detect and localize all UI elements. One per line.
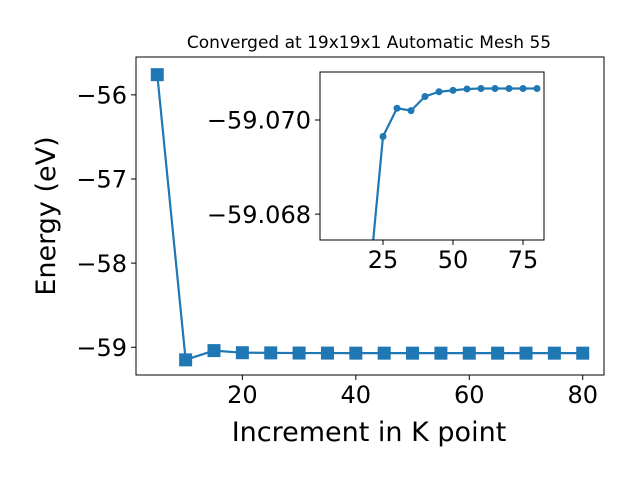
x-tick-label: 60: [454, 381, 485, 409]
data-point: [179, 353, 193, 367]
data-point: [407, 107, 415, 115]
data-point: [435, 88, 443, 96]
data-point: [406, 346, 420, 360]
data-point: [379, 132, 387, 140]
data-point: [393, 104, 401, 112]
main-plot: 20 40 60 80 −56 −57 −58 −59: [76, 68, 598, 409]
x-tick-label: 75: [508, 246, 539, 274]
data-point: [491, 84, 499, 92]
x-axis-label: Increment in K point: [232, 417, 507, 448]
inset-background: [320, 72, 544, 240]
series-line: [156, 74, 583, 361]
data-point: [150, 68, 164, 82]
inset-plot: 25 50 75 −59.070 −59.068: [207, 84, 541, 274]
x-tick-label: 20: [227, 381, 258, 409]
data-point: [547, 346, 561, 360]
data-point: [519, 84, 527, 92]
data-point: [505, 84, 513, 92]
data-point: [449, 86, 457, 94]
y-tick-label: −59.070: [207, 107, 311, 135]
data-point: [491, 346, 505, 360]
chart-title: Converged at 19x19x1 Automatic Mesh 55: [187, 33, 551, 53]
inset-plot-frame: [319, 71, 545, 241]
data-point: [264, 346, 278, 360]
y-axis-label: Energy (eV): [31, 136, 62, 295]
x-tick-label: 80: [567, 381, 598, 409]
y-tick-label: −59.068: [207, 201, 311, 229]
x-tick-label: 25: [368, 246, 399, 274]
x-tick-label: 50: [438, 246, 469, 274]
data-point: [463, 85, 471, 93]
x-tick-label: 40: [341, 381, 372, 409]
data-point: [349, 346, 363, 360]
data-point: [377, 346, 391, 360]
data-point: [292, 346, 306, 360]
y-tick-label: −57: [76, 166, 127, 194]
data-point: [434, 346, 448, 360]
data-point: [519, 346, 533, 360]
data-point: [421, 92, 429, 100]
data-point: [462, 346, 476, 360]
data-point: [533, 84, 541, 92]
data-point: [207, 344, 221, 358]
data-point: [576, 346, 590, 360]
data-point: [320, 346, 334, 360]
y-tick-label: −58: [76, 250, 127, 278]
data-point: [477, 84, 485, 92]
data-point: [235, 346, 249, 360]
main-plot-frame: [135, 56, 605, 376]
y-tick-label: −56: [76, 81, 127, 109]
y-tick-label: −59: [76, 334, 127, 362]
